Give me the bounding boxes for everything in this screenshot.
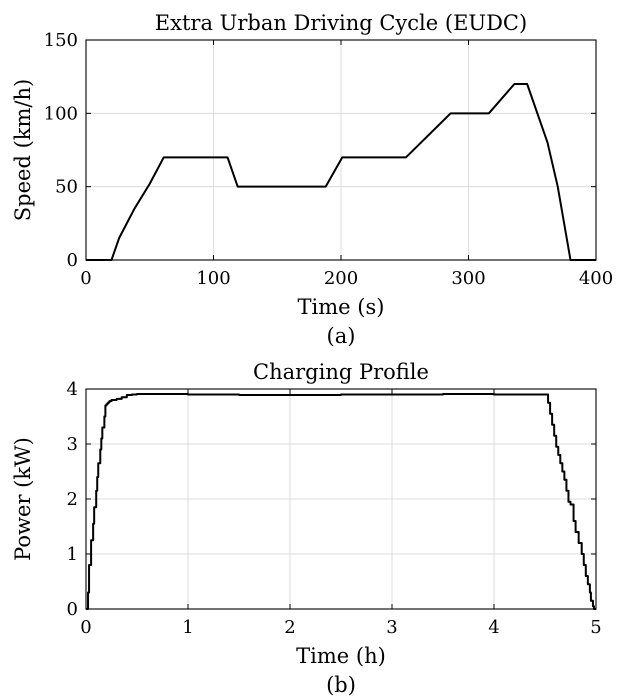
figure-caption: (a) (327, 324, 356, 348)
axes-frame (85, 388, 597, 610)
chart-title: Extra Urban Driving Cycle (EUDC) (155, 11, 527, 35)
x-tick-label: 4 (488, 617, 499, 638)
chart-title: Charging Profile (253, 360, 429, 384)
x-tick-label: 0 (80, 617, 91, 638)
x-tick-label: 2 (284, 617, 295, 638)
y-tick-label: 2 (67, 489, 78, 510)
y-tick-label: 150 (44, 30, 78, 51)
x-axis-label: Time (s) (298, 295, 385, 319)
x-tick-label: 0 (80, 268, 91, 289)
x-tick-label: 1 (182, 617, 193, 638)
axes-frame (85, 39, 597, 261)
y-tick-label: 50 (55, 177, 78, 198)
x-tick-label: 3 (386, 617, 397, 638)
y-tick-label: 4 (67, 379, 78, 400)
x-tick-label: 300 (451, 268, 485, 289)
series-line (86, 392, 596, 610)
series-line (86, 83, 596, 261)
y-tick-label: 3 (67, 434, 78, 455)
chart-charging-profile: Charging Profile Power (kW) Time (h) (b)… (11, 360, 602, 697)
x-tick-label: 100 (196, 268, 230, 289)
x-axis-label: Time (h) (296, 644, 386, 668)
y-tick-label: 0 (67, 250, 78, 271)
x-tick-label: 400 (579, 268, 613, 289)
chart-eudc: Extra Urban Driving Cycle (EUDC) Speed (… (11, 11, 613, 348)
y-tick-label: 0 (67, 599, 78, 620)
y-axis-label: Speed (km/h) (11, 79, 35, 221)
x-tick-label: 200 (324, 268, 358, 289)
y-tick-label: 1 (67, 544, 78, 565)
y-tick-label: 100 (44, 103, 78, 124)
figure-caption: (b) (326, 673, 356, 697)
x-tick-label: 5 (590, 617, 601, 638)
y-axis-label: Power (kW) (11, 437, 35, 561)
